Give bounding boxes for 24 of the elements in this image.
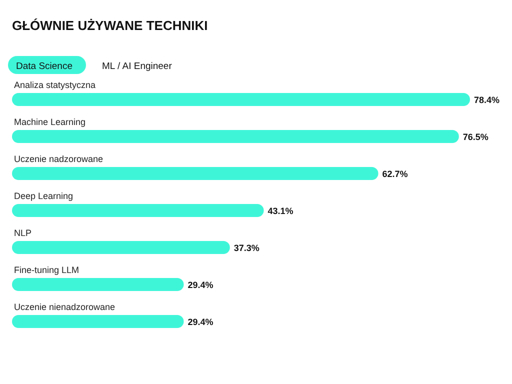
bar xyxy=(12,278,184,291)
annotation: ML / AI Engineer xyxy=(102,61,172,72)
bar xyxy=(12,167,378,180)
y-tick-label: Analiza statystyczna xyxy=(14,80,96,90)
bar xyxy=(12,315,184,328)
data-label: 62.7% xyxy=(382,169,408,179)
data-label: 29.4% xyxy=(188,280,214,290)
y-tick-label: Machine Learning xyxy=(14,117,86,127)
bar xyxy=(12,241,230,254)
text: Data Science xyxy=(16,61,73,72)
data-label: 37.3% xyxy=(234,243,260,253)
bar xyxy=(12,204,264,217)
data-label: 76.5% xyxy=(462,132,488,142)
y-tick-label: Fine-tuning LLM xyxy=(14,265,80,275)
data-label: 43.1% xyxy=(268,206,294,216)
y-tick-label: Uczenie nadzorowane xyxy=(14,154,104,164)
data-label: 29.4% xyxy=(188,317,214,327)
bar xyxy=(12,130,459,143)
y-tick-label: Uczenie nienadzorowane xyxy=(14,302,116,312)
data-label: 78.4% xyxy=(474,95,500,105)
y-tick-label: Deep Learning xyxy=(14,191,74,201)
chart-title: GŁÓWNIE UŻYWANE TECHNIKI xyxy=(12,18,208,33)
y-tick-label: NLP xyxy=(14,228,32,238)
bar xyxy=(12,93,470,106)
